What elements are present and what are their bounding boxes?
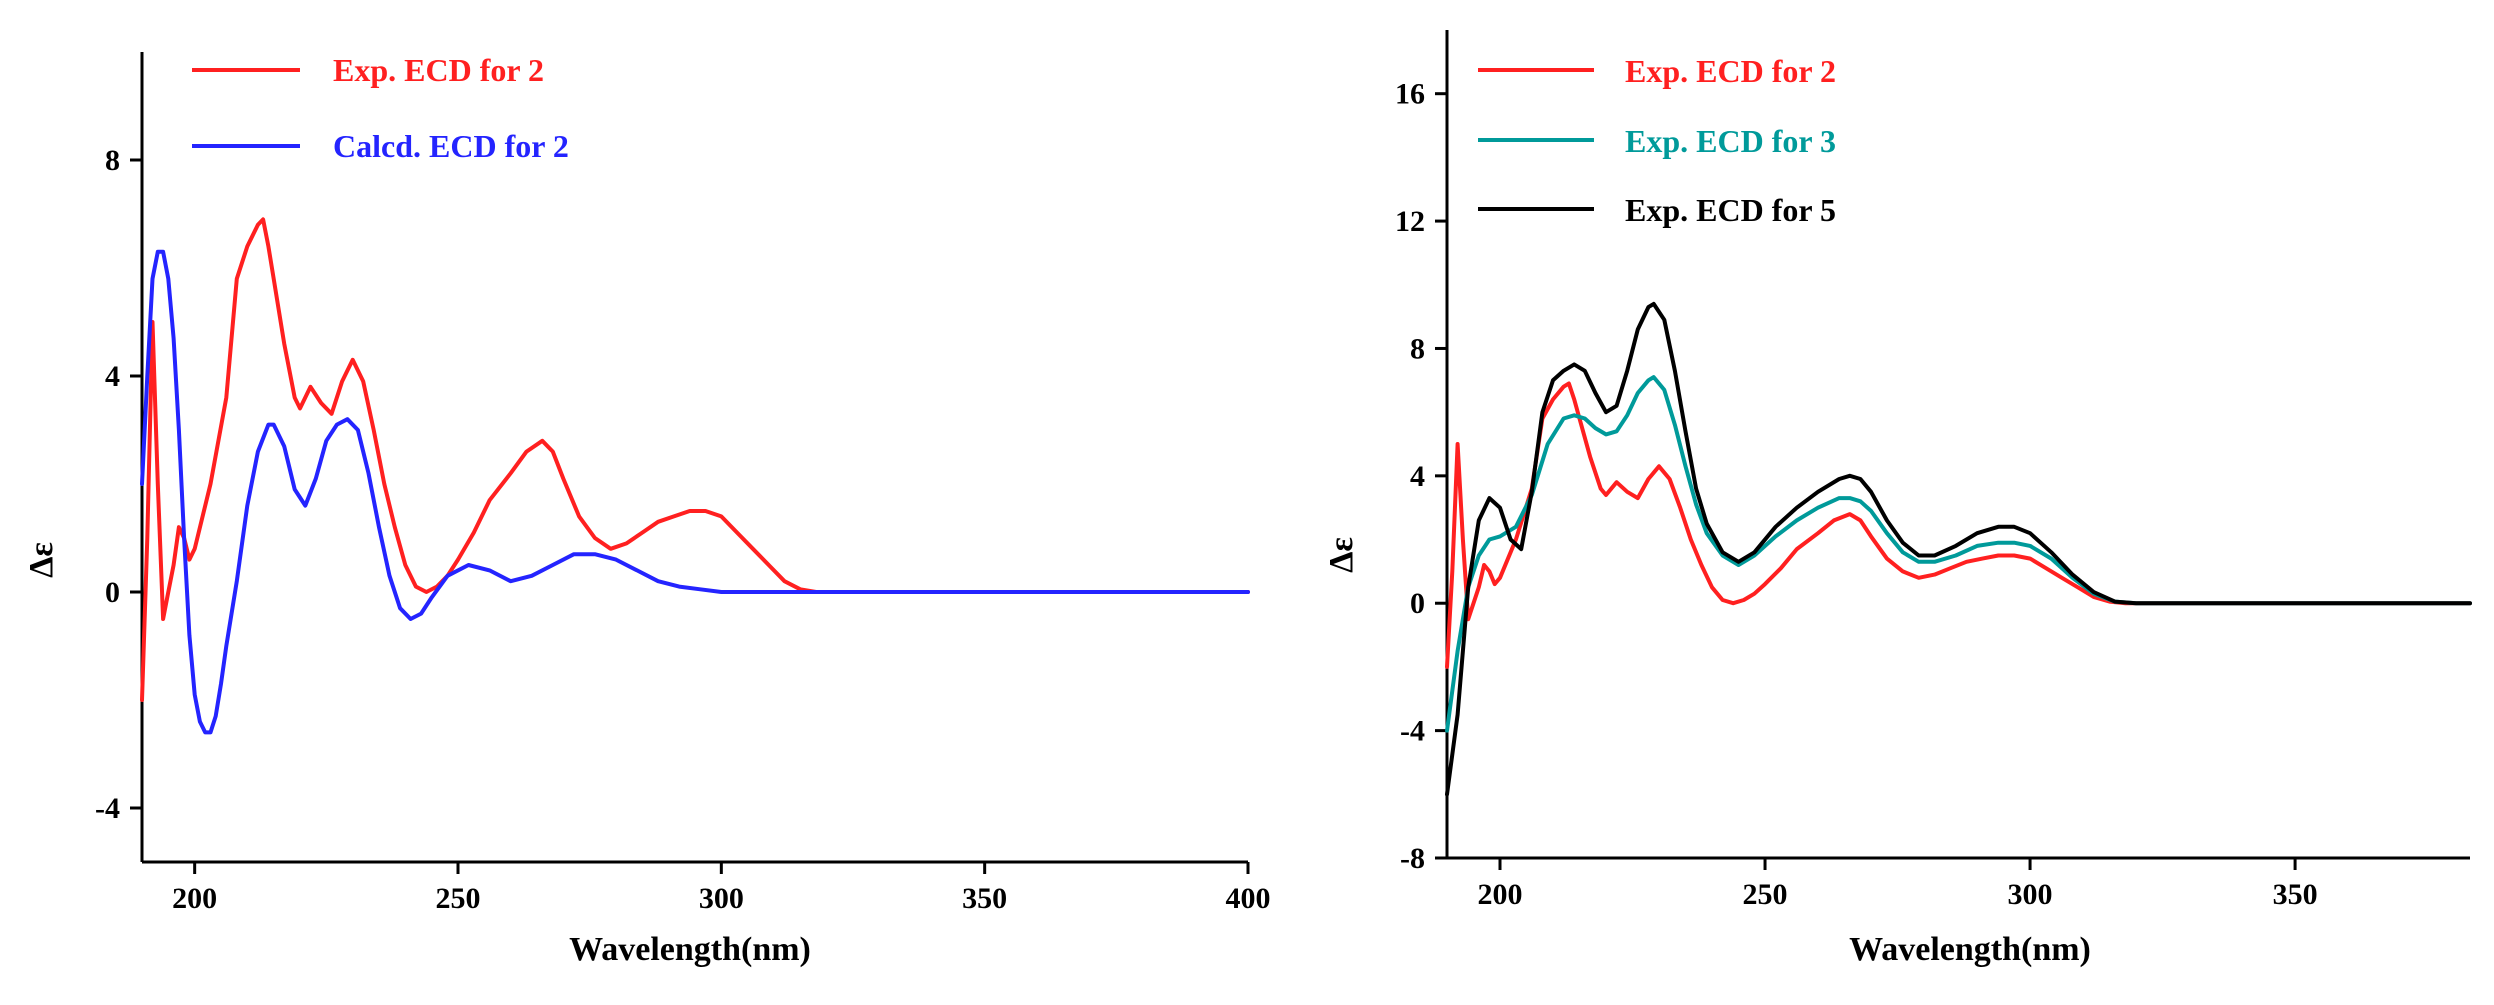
x-tick-label: 350 — [2273, 878, 2318, 911]
y-tick-label: 0 — [1410, 587, 1425, 620]
legend-label-exp-ecd-5: Exp. ECD for 5 — [1625, 192, 1836, 228]
legend-label-calcd-ecd-2: Calcd. ECD for 2 — [333, 128, 569, 164]
x-tick-label: 300 — [699, 882, 744, 915]
data-lines — [1445, 301, 2472, 797]
x-axis-title: Wavelength(nm) — [569, 931, 811, 968]
series-line-exp-ecd-for-3 — [1445, 375, 2472, 733]
y-tick-label: 8 — [1410, 332, 1425, 365]
legend-label-exp-ecd-2: Exp. ECD for 2 — [333, 52, 544, 88]
series-line-exp-ecd-for-2 — [140, 217, 1250, 702]
data-lines — [140, 217, 1250, 735]
y-tick-label: 4 — [1410, 460, 1425, 493]
series-line-exp-ecd-for-2 — [1445, 381, 2472, 669]
series-line-calcd-ecd-for-2 — [140, 249, 1250, 735]
y-tick-label: 4 — [105, 360, 120, 393]
legend-label-exp-ecd-3: Exp. ECD for 3 — [1625, 123, 1836, 159]
axis-ticks: 200 250 300 350 -8 -4 0 4 8 12 16 — [1395, 78, 2318, 911]
right-chart-panel: 200 250 300 350 -8 -4 0 4 8 12 16 Δε Wavelength(nm… — [1323, 30, 2472, 968]
legend-label-exp-ecd-2: Exp. ECD for 2 — [1625, 53, 1836, 89]
x-tick-label: 250 — [436, 882, 481, 915]
x-tick-label: 350 — [962, 882, 1007, 915]
y-axis-title: Δε — [23, 542, 60, 578]
y-tick-label: 0 — [105, 576, 120, 609]
y-tick-label: 8 — [105, 144, 120, 177]
y-tick-label: 16 — [1395, 78, 1425, 111]
y-tick-label: -4 — [1400, 715, 1425, 748]
legend: Exp. ECD for 2 Exp. ECD for 3 Exp. ECD f… — [1478, 53, 1836, 228]
legend: Exp. ECD for 2 Calcd. ECD for 2 — [192, 52, 569, 164]
x-tick-label: 400 — [1226, 882, 1271, 915]
y-tick-label: -4 — [95, 792, 120, 825]
x-tick-label: 250 — [1743, 878, 1788, 911]
x-tick-label: 200 — [1478, 878, 1523, 911]
series-line-exp-ecd-for-5 — [1445, 301, 2472, 797]
x-axis-title: Wavelength(nm) — [1849, 931, 2091, 968]
axis-ticks: 200 250 300 350 400 -4 0 4 8 — [95, 144, 1271, 915]
y-tick-label: -8 — [1400, 842, 1425, 875]
y-tick-label: 12 — [1395, 205, 1425, 238]
x-tick-label: 300 — [2008, 878, 2053, 911]
y-axis-title: Δε — [1323, 537, 1360, 573]
x-tick-label: 200 — [172, 882, 217, 915]
left-chart-panel: 200 250 300 350 400 -4 0 4 8 Δε Wavelength(nm) E… — [23, 52, 1271, 968]
